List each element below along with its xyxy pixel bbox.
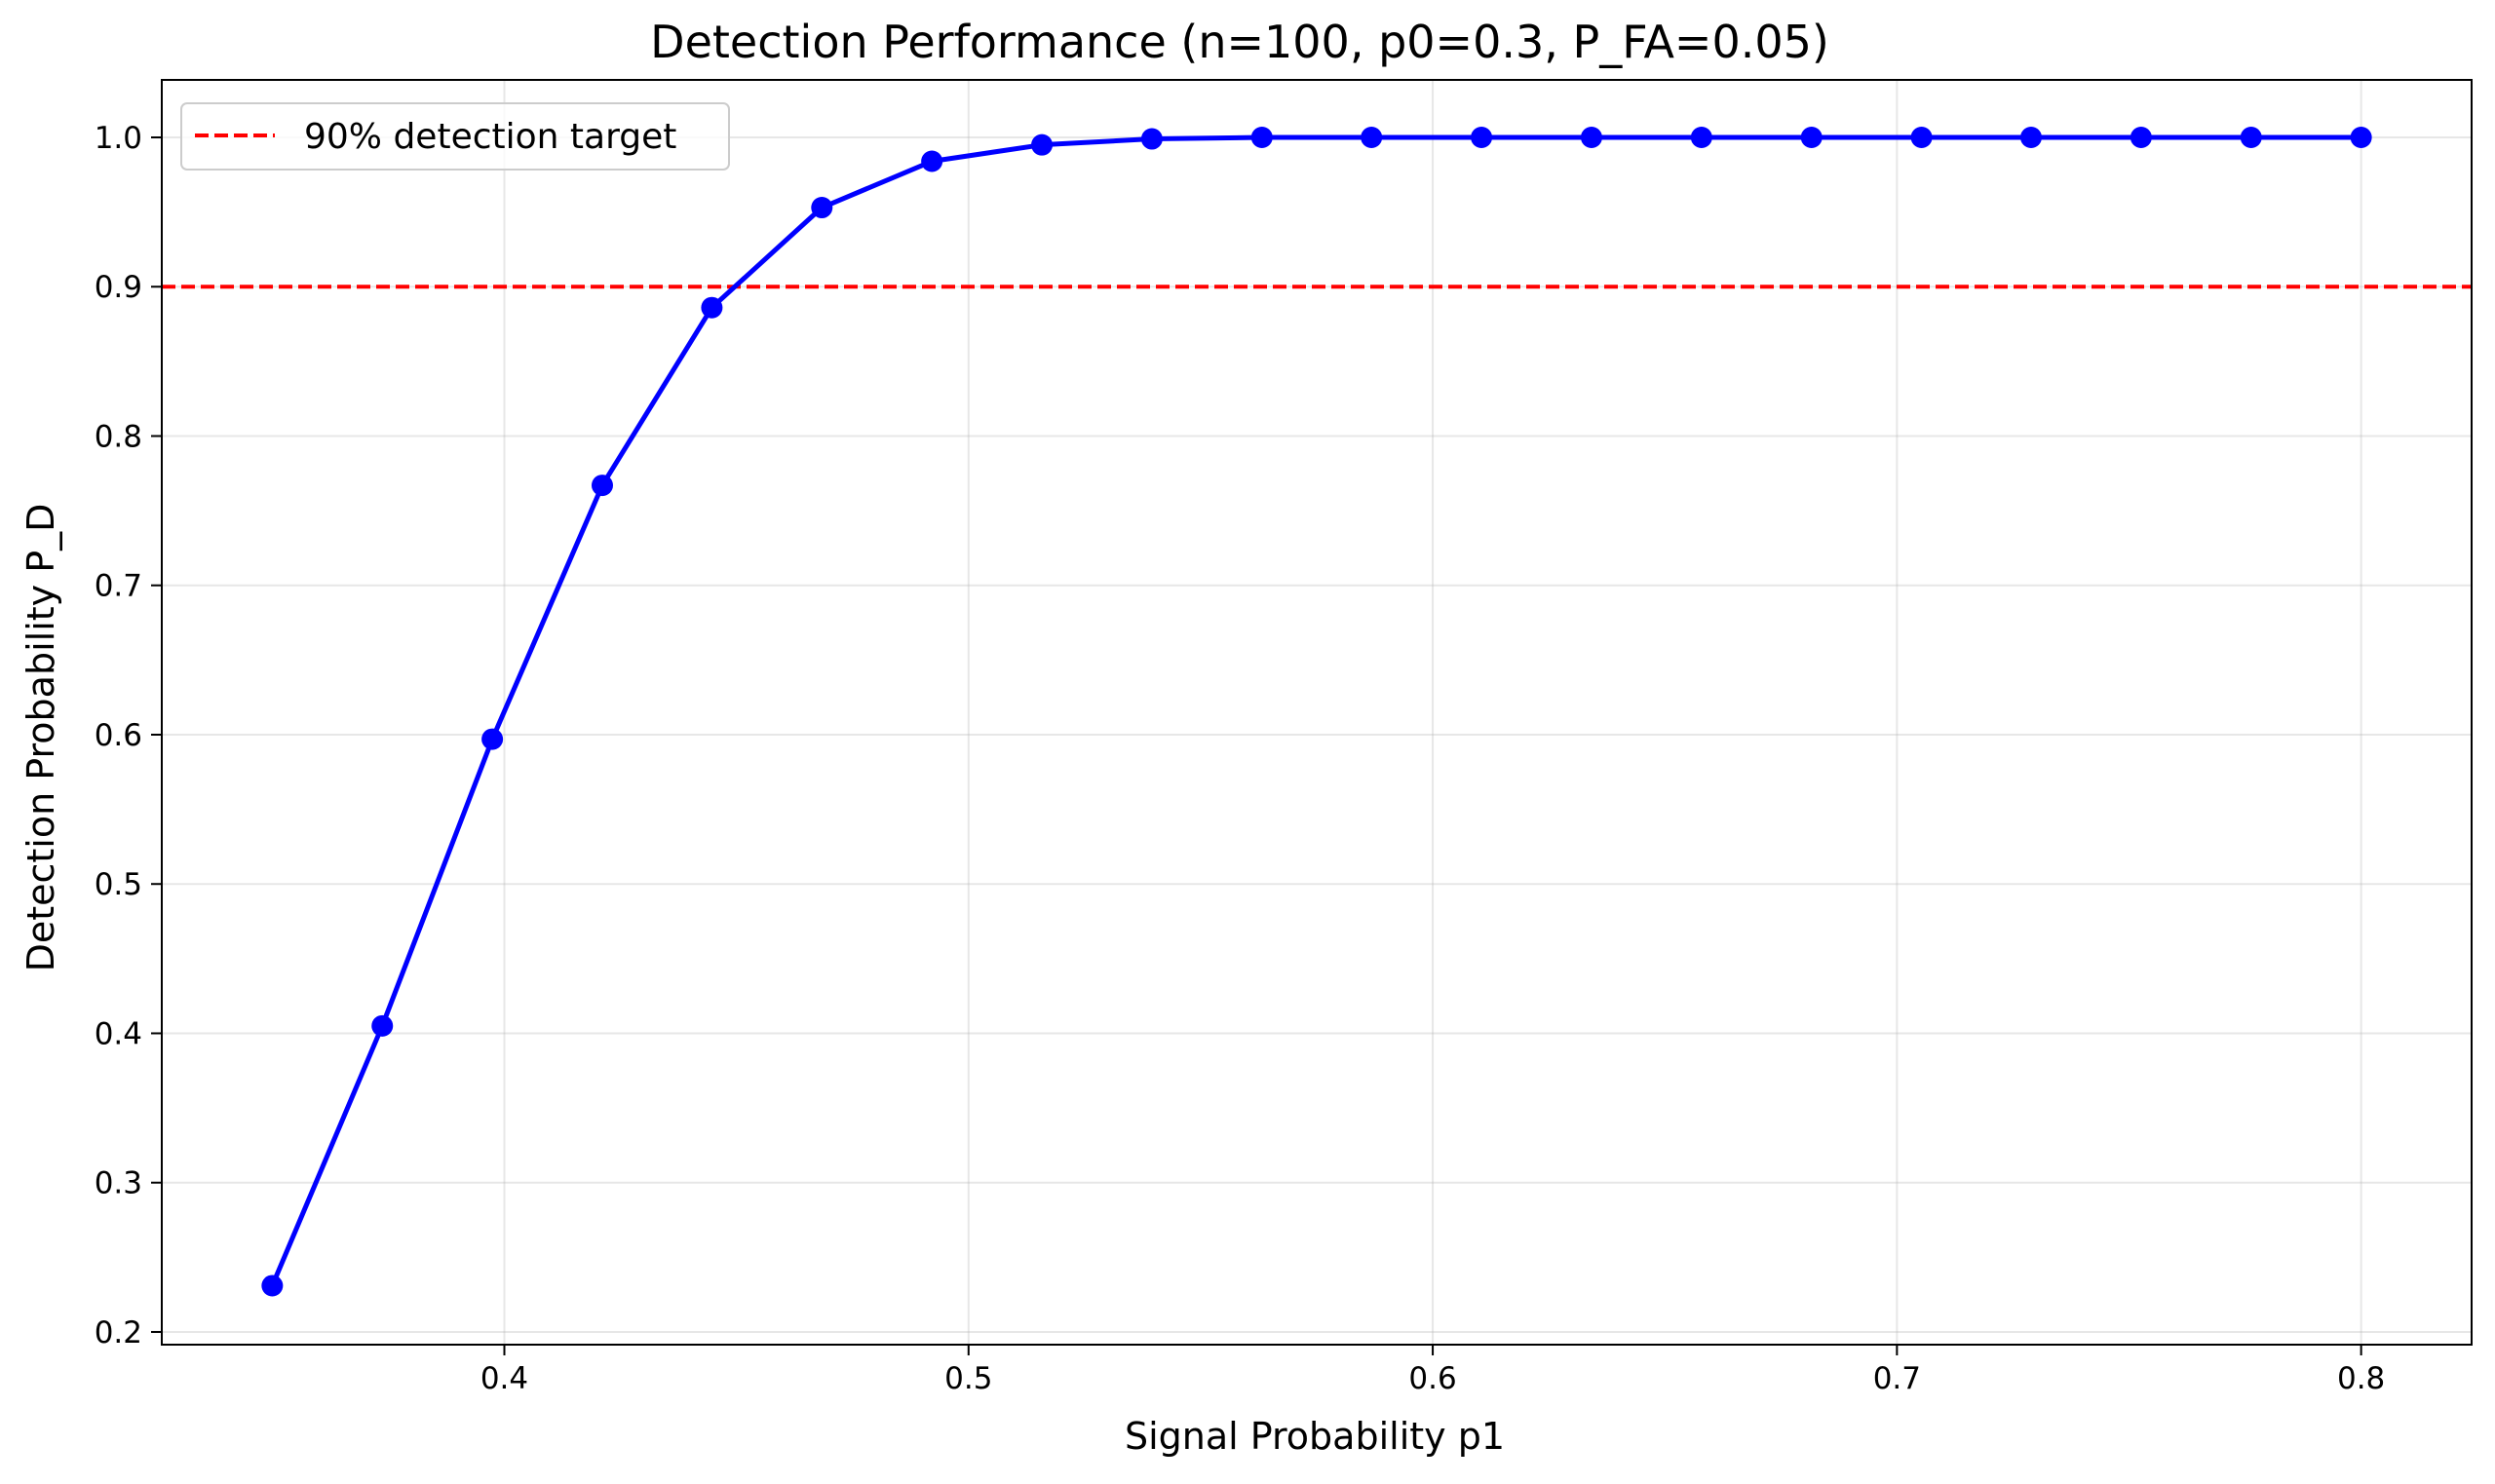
y-tick-label: 0.6 bbox=[95, 718, 142, 753]
series-layer bbox=[261, 127, 2372, 1297]
x-tick-label: 0.4 bbox=[480, 1361, 528, 1396]
y-tick-label: 0.3 bbox=[95, 1166, 142, 1201]
data-point bbox=[921, 150, 943, 172]
data-point bbox=[1910, 127, 1933, 148]
data-point bbox=[1580, 127, 1602, 148]
data-point bbox=[371, 1014, 394, 1037]
y-tick-label: 0.5 bbox=[95, 867, 142, 902]
data-point bbox=[1031, 133, 1054, 156]
data-point bbox=[1140, 128, 1163, 150]
y-tick-label: 0.9 bbox=[95, 270, 142, 305]
data-point bbox=[1690, 127, 1712, 148]
data-point bbox=[591, 475, 613, 497]
x-tick-label: 0.5 bbox=[944, 1361, 992, 1396]
x-tick-label: 0.7 bbox=[1873, 1361, 1921, 1396]
series-line bbox=[270, 134, 2361, 1287]
data-point bbox=[811, 197, 833, 219]
data-point bbox=[261, 1275, 284, 1297]
y-tick-label: 0.4 bbox=[95, 1016, 142, 1051]
data-point bbox=[2350, 127, 2372, 148]
data-point bbox=[701, 296, 723, 319]
data-point bbox=[2020, 127, 2043, 148]
x-tick-label: 0.6 bbox=[1408, 1361, 1456, 1396]
data-point bbox=[481, 728, 504, 750]
data-point bbox=[1361, 127, 1383, 148]
data-point bbox=[1471, 127, 1493, 148]
y-tick-label: 0.8 bbox=[95, 419, 142, 454]
data-point bbox=[2240, 127, 2262, 148]
legend-frame bbox=[180, 102, 730, 171]
chart-title: Detection Performance (n=100, p0=0.3, P_… bbox=[650, 16, 1829, 68]
x-axis-label: Signal Probability p1 bbox=[1125, 1415, 1505, 1458]
data-point bbox=[2130, 127, 2152, 148]
data-point bbox=[1800, 127, 1823, 148]
legend-label-target: 90% detection target bbox=[304, 117, 676, 157]
data-point bbox=[1250, 127, 1273, 148]
y-tick-label: 0.7 bbox=[95, 569, 142, 604]
y-tick-label: 0.2 bbox=[95, 1315, 142, 1351]
x-axis-ticks: 0.4 0.5 0.6 0.7 0.8 bbox=[480, 1345, 2385, 1396]
y-axis-label: Detection Probability P_D bbox=[19, 504, 62, 972]
x-tick-label: 0.8 bbox=[2337, 1361, 2385, 1396]
y-axis-ticks: 0.2 0.3 0.4 0.5 0.6 0.7 0.8 0.9 1.0 bbox=[95, 121, 162, 1351]
y-tick-label: 1.0 bbox=[95, 121, 142, 156]
legend: 90% detection target bbox=[180, 102, 730, 171]
plot-frame bbox=[161, 79, 2473, 1346]
